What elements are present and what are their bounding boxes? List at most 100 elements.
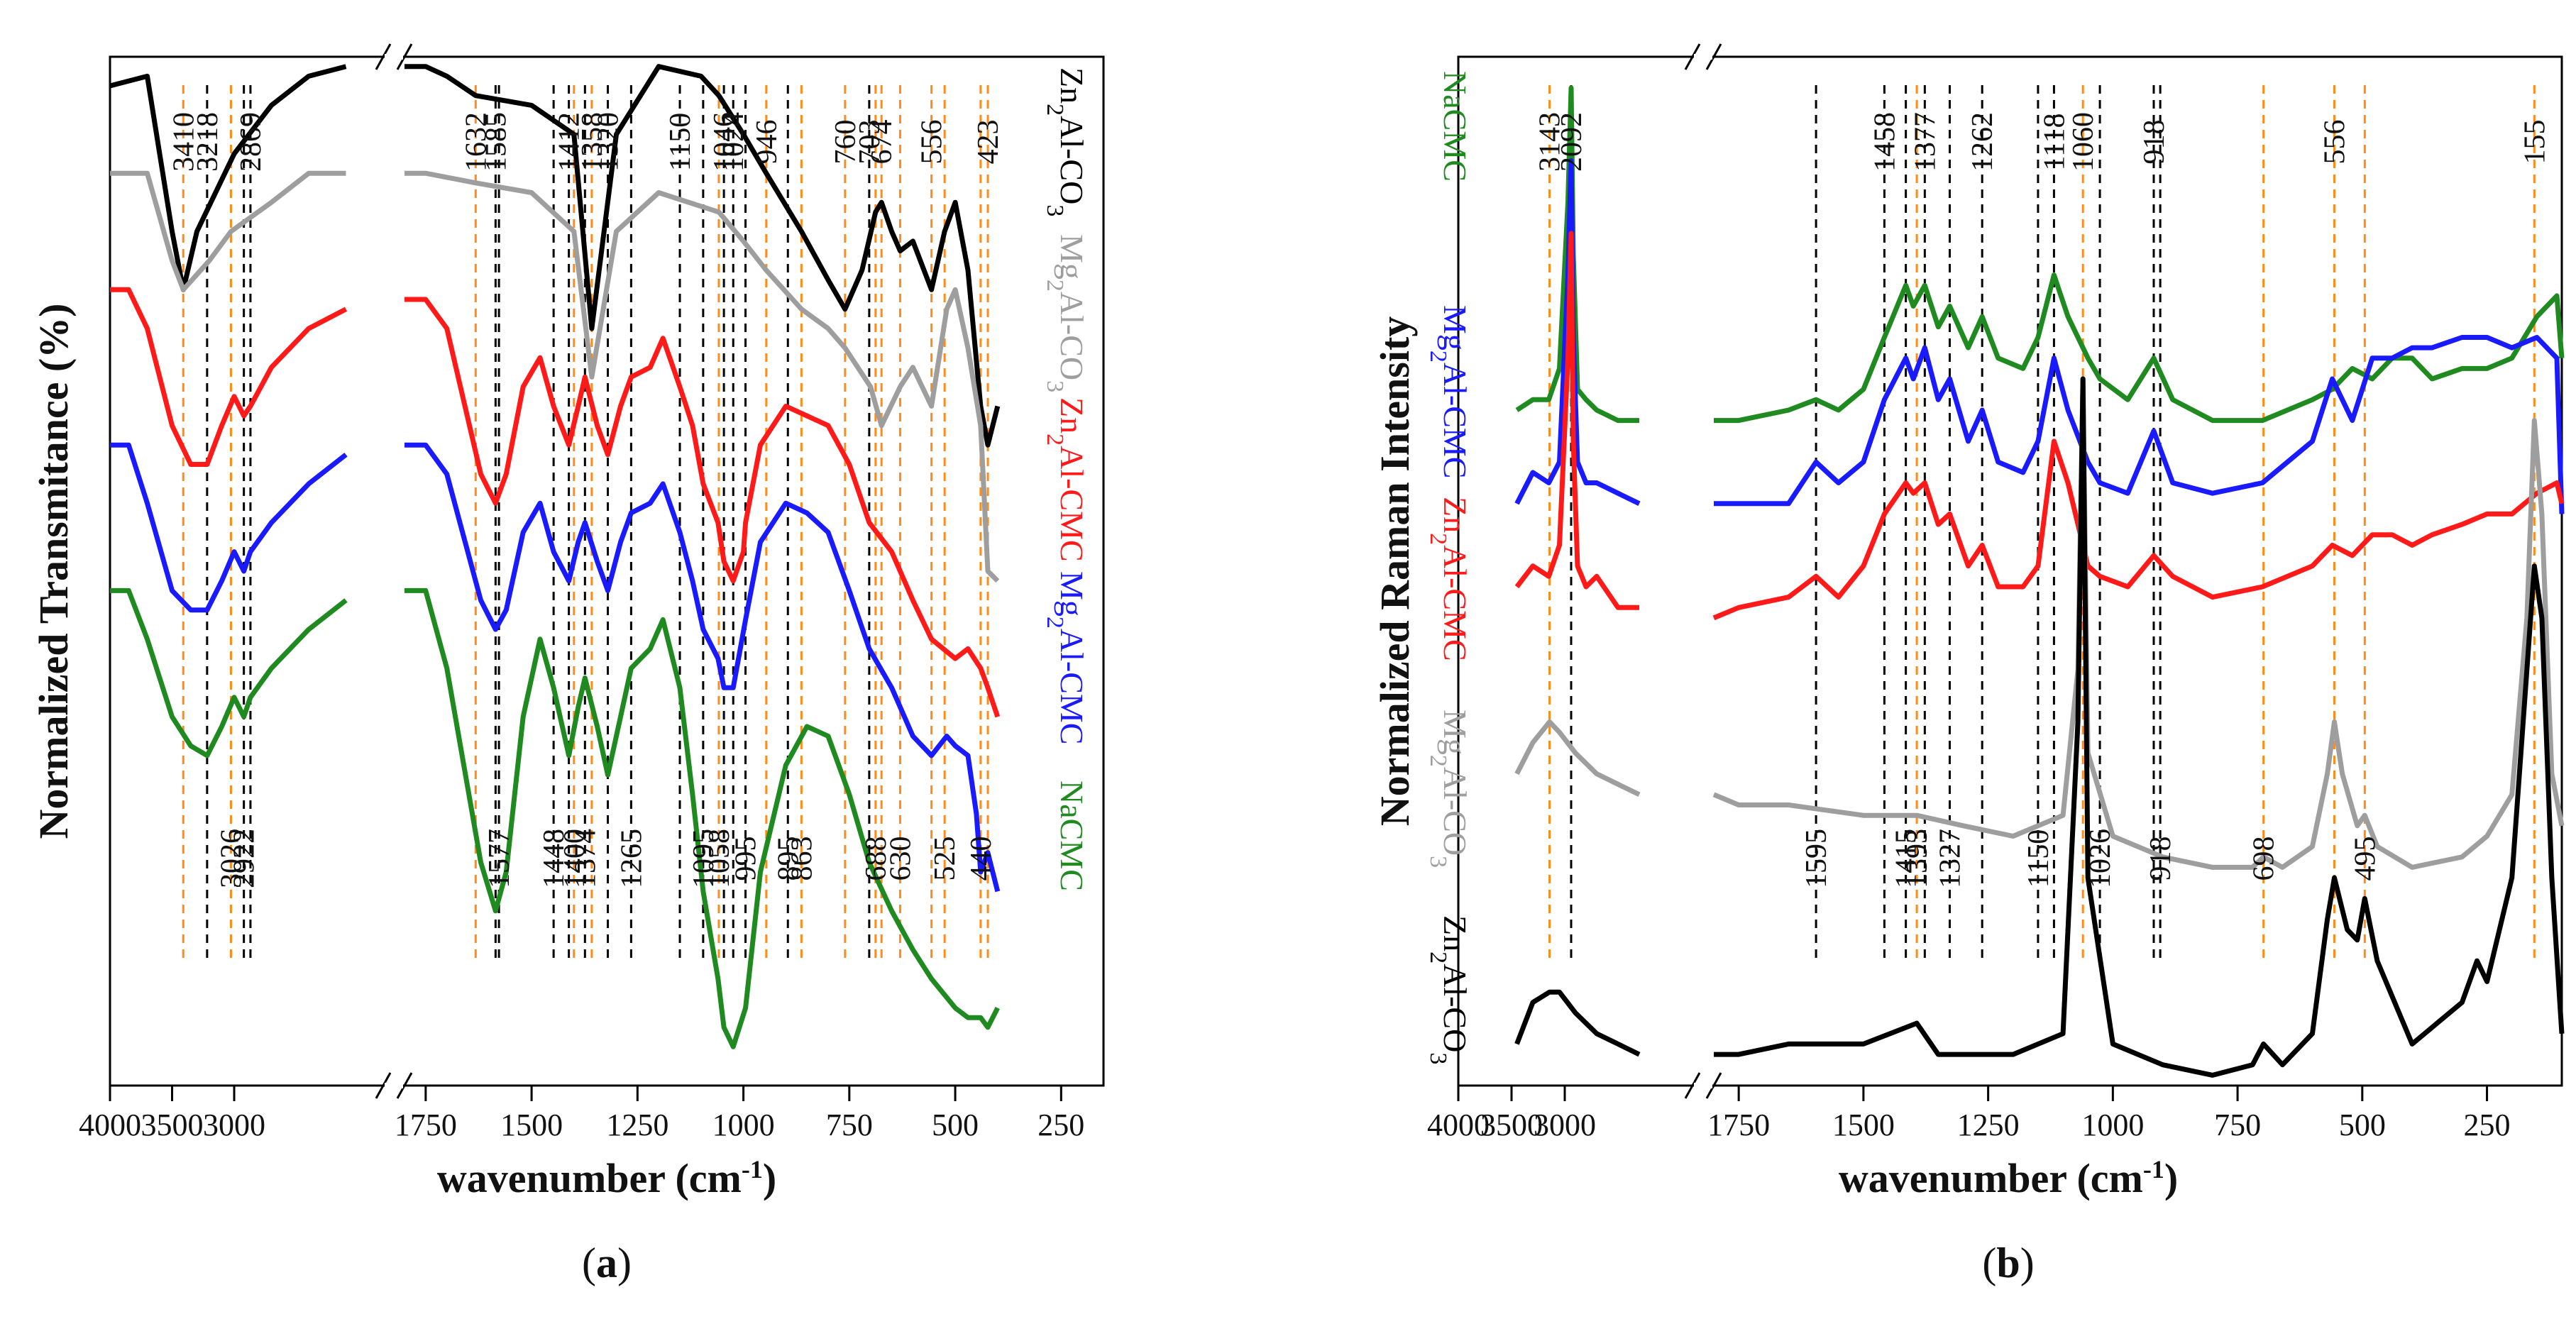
axis-break-gap-top (385, 54, 403, 60)
legend-zn2al-cmc: Zn2Al-CMC (1042, 397, 1091, 562)
series-line-nacmc-low (404, 587, 1000, 1049)
panel-a-plot-frame (109, 55, 1105, 1087)
legend-nacmc: NaCMC (1437, 71, 1473, 182)
x-tick-label-250: 250 (2464, 1108, 2511, 1142)
axis-break-mark (1705, 1072, 1722, 1099)
x-tick-label-3000: 3000 (1534, 1108, 1596, 1142)
peak-label-1026: 1026 (2084, 829, 2117, 888)
series-line-nacmc-high (110, 587, 348, 758)
peak-label-3218: 3218 (192, 112, 224, 172)
legend-mg2al-cmc: Mg2Al-CMC (1426, 305, 1474, 479)
peak-label-1448: 1448 (538, 829, 571, 888)
peak-label-3410: 3410 (167, 112, 200, 172)
axis-break-mark (396, 1072, 413, 1099)
axis-break-gap-top (1694, 54, 1712, 60)
axis-break-gap (1694, 1083, 1712, 1088)
peak-label-1024: 1024 (717, 112, 750, 172)
series-line-zn2al-cmc-high (1514, 231, 1639, 610)
panel-a-label: (a) (582, 1240, 632, 1286)
peak-label-1358: 1358 (576, 112, 609, 172)
peak-label-1095: 1095 (688, 829, 720, 888)
peak-label-155: 155 (2519, 120, 2551, 165)
x-tick-label-750: 750 (826, 1108, 873, 1142)
panel-a-series (109, 64, 1001, 1049)
axis-break-mark-top (396, 43, 413, 70)
peak-label-2869: 2869 (235, 112, 268, 172)
panel-b-plot-frame (1457, 55, 2563, 1087)
x-tick-label-3000: 3000 (203, 1108, 265, 1142)
peak-label-440: 440 (965, 837, 998, 881)
peak-label-946: 946 (751, 120, 783, 165)
peak-label-1595: 1595 (1800, 829, 1833, 888)
peak-label-760: 760 (830, 120, 862, 165)
panel-a-ftir-chart: 4000 3500 3000 1750 1500 1250 1000 750 500 250 34… (31, 43, 1105, 1286)
peak-label-1577: 1577 (483, 829, 516, 888)
legend-zn2al-cmc: Zn2Al-CMC (1426, 497, 1474, 661)
panel-a-peak-labels: 3410 3026 1632 1400 1358 1058 946 863 760 688 674 6… (167, 112, 1005, 888)
legend-mg2al-co3: Mg2Al-CO3 (1426, 710, 1474, 868)
peak-label-995: 995 (730, 837, 763, 881)
legend-zn2al-co3: Zn2Al-CO3 (1042, 67, 1091, 216)
peak-label-1400: 1400 (558, 829, 591, 888)
panel-b-x-axis-label: wavenumber (cm-1) (1839, 1155, 2178, 1201)
x-tick-label-1750: 1750 (395, 1108, 457, 1142)
peak-label-1585: 1585 (480, 112, 512, 172)
series-line-mg2al-co3-high (110, 170, 346, 292)
x-tick-label-750: 750 (2214, 1108, 2261, 1142)
legend-mg2al-co3: Mg2Al-CO3 (1042, 234, 1091, 392)
axis-break-mark-top (1684, 43, 1701, 70)
panel-b-series (1514, 85, 2565, 1078)
axis-break-gap (385, 1083, 403, 1088)
series-line-zn2al-cmc-high (110, 287, 348, 467)
peak-label-688: 688 (860, 837, 893, 881)
peak-label-556: 556 (2318, 120, 2351, 165)
peak-label-423: 423 (972, 120, 1005, 165)
peak-label-1150: 1150 (2022, 829, 2055, 888)
peak-label-1046: 1046 (708, 112, 741, 172)
series-line-zn2al-cmc-low (404, 297, 1001, 718)
panel-b-label: (b) (1982, 1240, 2034, 1286)
peak-label-1374: 1374 (569, 829, 602, 888)
peak-label-1377: 1377 (1909, 112, 1942, 172)
peak-label-2922: 2922 (229, 829, 261, 888)
panel-b-y-axis-label: Normalized Raman Intensity (1372, 316, 1418, 827)
x-tick-label-1250: 1250 (1957, 1108, 2020, 1142)
peak-label-1415: 1415 (1890, 829, 1923, 888)
x-tick-label-1000: 1000 (2081, 1108, 2144, 1142)
panel-b-legend: NaCMC Mg2Al-CMC Zn2Al-CMC Mg2Al-CO3 Zn2Al-CO… (1426, 71, 1474, 1064)
legend-zn2al-co3: Zn2Al-CO3 (1426, 915, 1474, 1064)
peak-label-1058: 1058 (703, 829, 736, 888)
peak-label-1458: 1458 (1868, 112, 1901, 172)
peak-label-1393: 1393 (1901, 829, 1934, 888)
legend-mg2al-cmc: Mg2Al-CMC (1042, 571, 1091, 745)
x-tick-label-1250: 1250 (606, 1108, 668, 1142)
series-line-zn2al-co3-high (1514, 989, 1641, 1057)
peak-label-698: 698 (2248, 837, 2281, 881)
series-line-mg2al-co3-high (1514, 719, 1641, 798)
peak-label-495: 495 (2349, 837, 2382, 881)
x-tick-label-4000: 4000 (1427, 1108, 1490, 1142)
panel-a-legend: Zn2Al-CO3 Mg2Al-CO3 Zn2Al-CMC Mg2Al-CMC NaCM… (1042, 67, 1091, 891)
series-line-mg2al-cmc-high (110, 442, 348, 613)
peak-label-1265: 1265 (615, 829, 648, 888)
series-line-mg2al-co3-low (1712, 376, 2565, 870)
peak-label-3026: 3026 (215, 829, 248, 888)
peak-label-1412: 1412 (554, 112, 586, 172)
peak-label-895: 895 (772, 837, 805, 881)
axis-break-mark (375, 1072, 392, 1099)
peak-label-3143: 3143 (1534, 112, 1567, 172)
axis-break-mark (1684, 1072, 1701, 1099)
x-tick-label-500: 500 (932, 1108, 979, 1142)
peak-label-630: 630 (884, 837, 917, 881)
series-line-zn2al-co3-low (1714, 376, 2565, 1078)
series-line-mg2al-cmc-low (404, 442, 1001, 893)
peak-label-918: 918 (2138, 120, 2171, 165)
x-tick-label-500: 500 (2339, 1108, 2386, 1142)
peak-label-1262: 1262 (1966, 112, 1999, 172)
peak-label-2092: 2092 (1556, 112, 1588, 172)
panel-b-peak-lines (1548, 85, 2536, 958)
series-line-zn2al-co3-low (404, 64, 1001, 448)
